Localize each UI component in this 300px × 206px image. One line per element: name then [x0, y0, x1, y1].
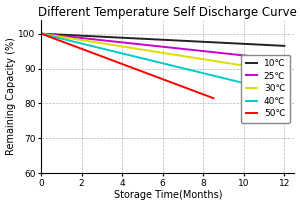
50℃	[39, 32, 43, 35]
Legend: 10℃, 25℃, 30℃, 40℃, 50℃: 10℃, 25℃, 30℃, 40℃, 50℃	[241, 55, 290, 123]
X-axis label: Storage Time(Months): Storage Time(Months)	[113, 190, 222, 200]
Title: Different Temperature Self Discharge Curve: Different Temperature Self Discharge Cur…	[38, 6, 297, 19]
50℃	[212, 97, 215, 99]
Y-axis label: Remaining Capacity (%): Remaining Capacity (%)	[6, 37, 16, 155]
Line: 50℃: 50℃	[41, 34, 213, 98]
